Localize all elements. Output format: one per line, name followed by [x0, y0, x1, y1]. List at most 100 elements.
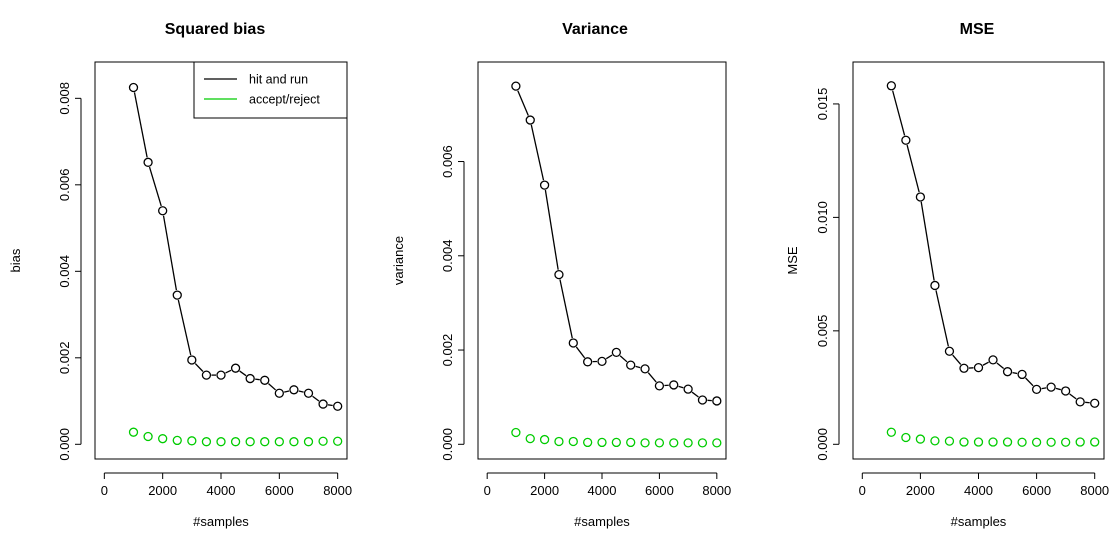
data-point: [683, 438, 693, 448]
data-point: [697, 395, 708, 405]
data-point: [303, 388, 314, 398]
data-point: [539, 434, 550, 445]
x-tick-label: 4000: [207, 483, 236, 498]
y-axis-label: MSE: [785, 246, 800, 275]
data-point: [143, 431, 153, 442]
y-axis-label: bias: [8, 248, 23, 272]
series-line-segment: [530, 124, 545, 181]
data-point: [915, 434, 926, 444]
data-point: [289, 385, 299, 395]
data-point: [201, 437, 212, 447]
data-point: [554, 436, 564, 447]
x-tick-label: 6000: [645, 483, 674, 498]
y-tick-label: 0.008: [57, 82, 72, 115]
series-line-segment: [935, 290, 950, 347]
series-line-segment: [635, 365, 641, 369]
data-point: [158, 434, 168, 444]
data-point: [303, 437, 314, 447]
x-axis-label: #samples: [193, 514, 249, 529]
series-line-segment: [647, 372, 657, 383]
data-point: [1090, 398, 1100, 408]
panel-3: MSE 0 2000 4000 6000 8000 #samples 0.000 0.005 0.…: [785, 21, 1109, 529]
data-point: [611, 437, 622, 448]
series-line-segment: [177, 299, 192, 356]
series-line-segment: [920, 201, 935, 281]
series-line-segment: [691, 391, 699, 398]
series-line-segment: [298, 390, 304, 393]
data-point: [1061, 386, 1071, 396]
series-accept-reject: [886, 427, 1100, 447]
data-point: [640, 364, 650, 374]
series-line-segment: [312, 395, 320, 402]
panel-1: Squared bias 0 2000 4000 6000 8000 #samples 0.0…: [8, 21, 352, 529]
x-tick-label: 0: [101, 483, 108, 498]
data-point: [230, 363, 241, 373]
legend-box: [193, 61, 348, 119]
data-point: [128, 82, 139, 93]
series-accept-reject: [128, 427, 343, 447]
data-point: [988, 355, 998, 365]
data-point: [216, 370, 226, 380]
plot-frame: [94, 61, 348, 460]
data-point: [245, 437, 255, 447]
data-point: [216, 437, 226, 447]
data-point: [1002, 437, 1013, 447]
chart-title: MSE: [960, 21, 995, 38]
series-line-segment: [1025, 377, 1034, 387]
series-line-segment: [906, 144, 920, 193]
x-tick-label: 4000: [588, 483, 617, 498]
data-point: [260, 437, 270, 447]
y-tick-label: 0.002: [440, 334, 455, 367]
x-tick-label: 8000: [702, 483, 731, 498]
series-hit-and-run: [128, 82, 343, 411]
x-tick-label: 6000: [1022, 483, 1051, 498]
series-line-segment: [559, 279, 573, 339]
series-line-segment: [605, 354, 613, 360]
y-tick-label: 0.006: [57, 169, 72, 202]
chart-title: Squared bias: [165, 21, 266, 38]
data-point: [333, 436, 343, 446]
data-point: [988, 437, 998, 447]
data-point: [669, 438, 679, 448]
data-point: [973, 362, 984, 373]
data-point: [1002, 367, 1013, 377]
data-point: [597, 437, 607, 448]
data-point: [1017, 369, 1027, 380]
series-line-segment: [1055, 387, 1061, 391]
data-point: [582, 437, 593, 448]
data-point: [712, 396, 722, 406]
data-point: [1031, 384, 1042, 395]
y-tick-label: 0.002: [57, 342, 72, 375]
data-point: [886, 81, 896, 91]
data-point: [1090, 437, 1100, 447]
series-line-segment: [517, 90, 529, 116]
series-line-segment: [1012, 371, 1018, 375]
data-point: [525, 115, 535, 125]
x-tick-label: 8000: [323, 483, 352, 498]
data-point: [930, 436, 940, 446]
legend-entry: hit and run: [249, 73, 308, 87]
series-line-segment: [327, 404, 333, 407]
data-point: [128, 427, 139, 437]
data-point: [1075, 437, 1085, 447]
data-point: [611, 347, 622, 358]
data-point: [172, 290, 182, 300]
data-point: [582, 357, 593, 367]
data-point: [712, 438, 722, 448]
data-point: [568, 436, 578, 447]
data-point: [201, 370, 212, 380]
data-point: [959, 437, 969, 447]
x-tick-label: 2000: [906, 483, 935, 498]
series-line-segment: [619, 355, 628, 363]
data-point: [1046, 382, 1056, 392]
data-point: [626, 360, 636, 370]
series-line-segment: [284, 390, 290, 393]
data-point: [626, 437, 636, 448]
x-tick-label: 2000: [148, 483, 177, 498]
series-line-segment: [225, 369, 232, 374]
x-axis-label: #samples: [574, 514, 630, 529]
data-point: [959, 363, 969, 373]
data-point: [158, 206, 168, 216]
data-point: [944, 346, 955, 356]
